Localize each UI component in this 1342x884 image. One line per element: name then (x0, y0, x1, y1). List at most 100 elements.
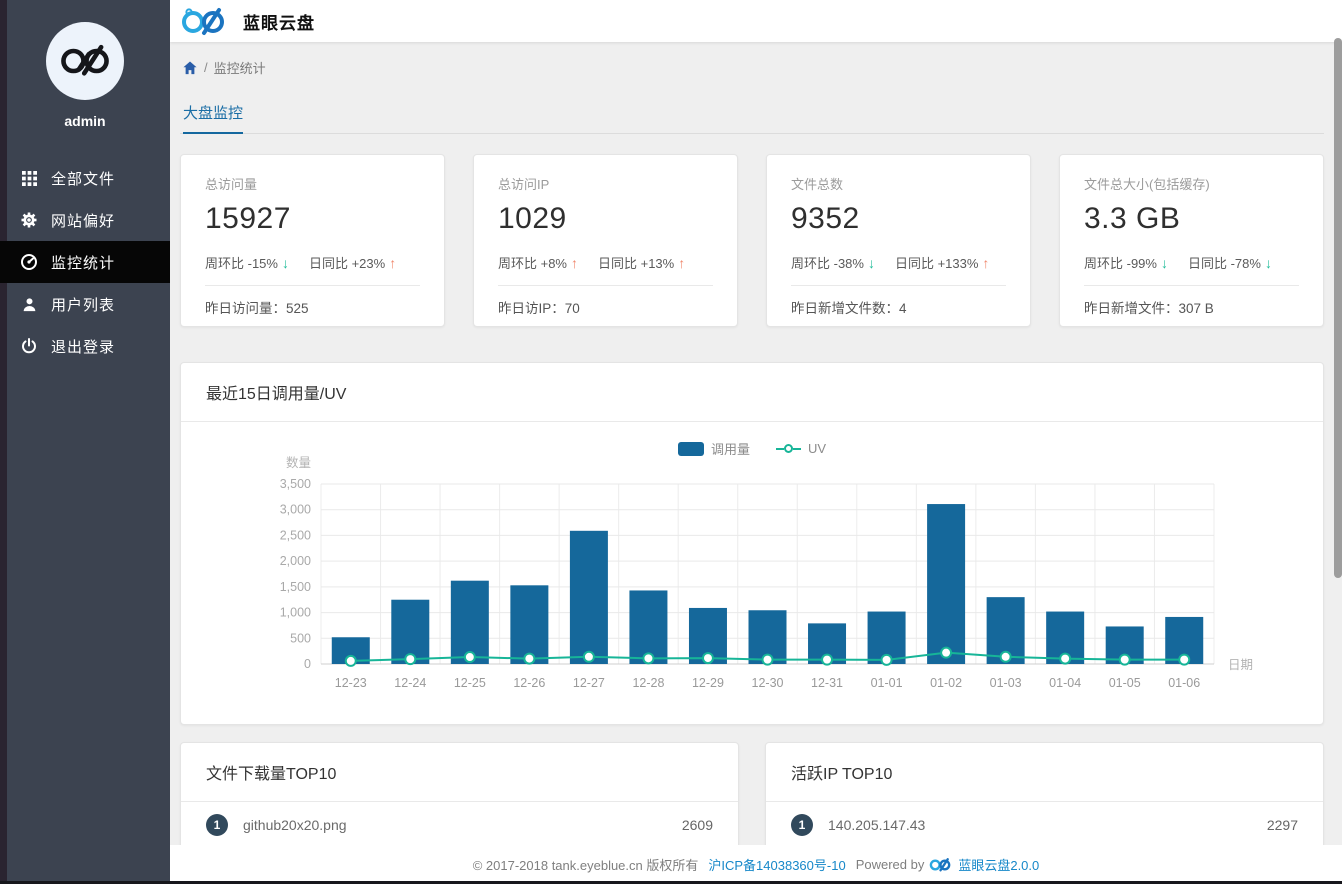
svg-text:12-31: 12-31 (811, 676, 843, 690)
legend-line-swatch (775, 444, 801, 453)
svg-text:01-01: 01-01 (871, 676, 903, 690)
active-ips-card: 活跃IP TOP10 1 140.205.147.43 2297 (765, 742, 1324, 862)
trend-arrow-icon (982, 255, 989, 271)
svg-text:1,500: 1,500 (280, 580, 311, 594)
list-item: 1 140.205.147.43 2297 (766, 802, 1323, 848)
divider (498, 285, 713, 286)
sidebar-item-logout[interactable]: 退出登录 (0, 325, 170, 367)
chart-title-row: 最近15日调用量/UV (181, 363, 1323, 422)
sidebar-item-label: 全部文件 (51, 170, 116, 188)
sidebar-item-all-files[interactable]: 全部文件 (0, 157, 170, 199)
svg-text:12-25: 12-25 (454, 676, 486, 690)
trend-row: 周环比 -99% 日同比 -78% (1084, 253, 1299, 272)
legend-label: 调用量 (710, 442, 750, 457)
trend-label: 日同比 -78% (1187, 256, 1261, 271)
week-trend: 周环比 -38% (791, 253, 875, 272)
dashboard-icon (21, 254, 37, 270)
list-item-value: 2297 (1266, 817, 1298, 833)
tab-dashboard-monitor[interactable]: 大盘监控 (183, 102, 244, 134)
divider (1084, 285, 1299, 286)
stat-footer-value: 525 (286, 301, 309, 316)
list-item: 1 github20x20.png 2609 (181, 802, 738, 848)
home-icon[interactable] (183, 60, 197, 75)
top-downloads-card: 文件下载量TOP10 1 github20x20.png 2609 (180, 742, 739, 862)
main-content: / 监控统计 大盘监控 总访问量 15927 周环比 -15% 日同比 +23% (170, 42, 1342, 884)
stat-label: 文件总大小(包括缓存) (1084, 177, 1210, 192)
stat-cards-row: 总访问量 15927 周环比 -15% 日同比 +23% 昨日访问量：525 总 (180, 154, 1324, 327)
app-title: 蓝眼云盘 (243, 13, 315, 33)
svg-text:12-23: 12-23 (335, 676, 367, 690)
sidebar-item-monitor-stats[interactable]: 监控统计 (0, 241, 170, 283)
vertical-scrollbar-thumb[interactable] (1334, 38, 1342, 578)
stat-card-total-files: 文件总数 9352 周环比 -38% 日同比 +133% 昨日新增文件数：4 (766, 154, 1031, 327)
top-lists-row: 文件下载量TOP10 1 github20x20.png 2609 活跃IP T… (180, 742, 1324, 862)
stat-label: 总访问量 (205, 177, 258, 192)
stat-value: 15927 (205, 202, 291, 235)
sidebar-item-user-list[interactable]: 用户列表 (0, 283, 170, 325)
svg-text:3,000: 3,000 (280, 503, 311, 517)
stat-footer-label: 昨日新增文件： (1084, 301, 1179, 316)
svg-text:12-27: 12-27 (573, 676, 605, 690)
trend-label: 日同比 +13% (598, 256, 675, 271)
avatar[interactable] (46, 22, 124, 100)
svg-text:3,500: 3,500 (280, 477, 311, 491)
profile-section: admin (0, 0, 170, 129)
powered-by-label: Powered by (855, 857, 925, 872)
rank-badge: 1 (206, 814, 228, 836)
day-trend: 日同比 +23% (309, 253, 396, 272)
trend-label: 日同比 +23% (308, 256, 386, 271)
svg-text:数量: 数量 (286, 455, 311, 470)
list-item-name: 140.205.147.43 (828, 817, 926, 833)
svg-text:500: 500 (290, 631, 311, 645)
svg-text:01-06: 01-06 (1168, 676, 1200, 690)
legend-item-calls[interactable]: 调用量 (677, 439, 750, 458)
list-item-value: 2609 (681, 817, 713, 833)
breadcrumb-separator: / (204, 60, 208, 75)
grid-icon (21, 170, 37, 186)
trend-arrow-icon (1265, 255, 1272, 271)
stat-footer-label: 昨日访IP： (498, 301, 565, 316)
week-trend: 周环比 -15% (205, 253, 289, 272)
legend-bar-swatch (677, 441, 704, 456)
svg-text:2,500: 2,500 (280, 528, 311, 542)
trend-label: 周环比 -15% (205, 256, 278, 271)
gear-icon (21, 212, 37, 228)
svg-text:12-29: 12-29 (692, 676, 724, 690)
svg-text:12-24: 12-24 (394, 676, 426, 690)
trend-arrow-icon (389, 255, 396, 271)
svg-text:2,000: 2,000 (280, 554, 311, 568)
trend-row: 周环比 +8% 日同比 +13% (498, 253, 713, 272)
stat-label: 文件总数 (791, 177, 844, 192)
svg-text:1,000: 1,000 (280, 606, 311, 620)
page-footer: © 2017-2018 tank.eyeblue.cn 版权所有 沪ICP备14… (170, 845, 1342, 884)
stat-footer: 昨日访IP：70 (498, 297, 713, 317)
trend-row: 周环比 -15% 日同比 +23% (205, 253, 420, 272)
week-trend: 周环比 -99% (1084, 253, 1168, 272)
divider (205, 285, 420, 286)
tab-bar: 大盘监控 (180, 102, 1324, 134)
svg-text:01-02: 01-02 (930, 676, 962, 690)
stat-footer-label: 昨日新增文件数： (791, 301, 899, 316)
trend-arrow-icon (678, 255, 685, 271)
eyeblue-logo-icon (182, 8, 224, 35)
sidebar-item-site-preferences[interactable]: 网站偏好 (0, 199, 170, 241)
svg-text:12-26: 12-26 (513, 676, 545, 690)
rank-badge: 1 (791, 814, 813, 836)
trend-label: 周环比 -38% (791, 256, 864, 271)
icp-link[interactable]: 沪ICP备14038360号-10 (708, 858, 846, 873)
sidebar-item-label: 退出登录 (51, 338, 116, 356)
stat-footer: 昨日新增文件：307 B (1084, 297, 1299, 317)
power-icon (21, 338, 37, 354)
stat-value: 3.3 GB (1084, 202, 1181, 235)
list-title: 文件下载量TOP10 (206, 766, 337, 783)
legend-label: UV (807, 441, 827, 456)
eyeblue-logo-dark-icon (61, 44, 109, 76)
sidebar-item-label: 用户列表 (51, 296, 116, 314)
product-link[interactable]: 蓝眼云盘2.0.0 (958, 858, 1040, 873)
legend-item-uv[interactable]: UV (775, 441, 827, 456)
divider (791, 285, 1006, 286)
week-trend: 周环比 +8% (498, 253, 578, 272)
day-trend: 日同比 +13% (598, 253, 685, 272)
trend-arrow-icon (571, 255, 578, 271)
